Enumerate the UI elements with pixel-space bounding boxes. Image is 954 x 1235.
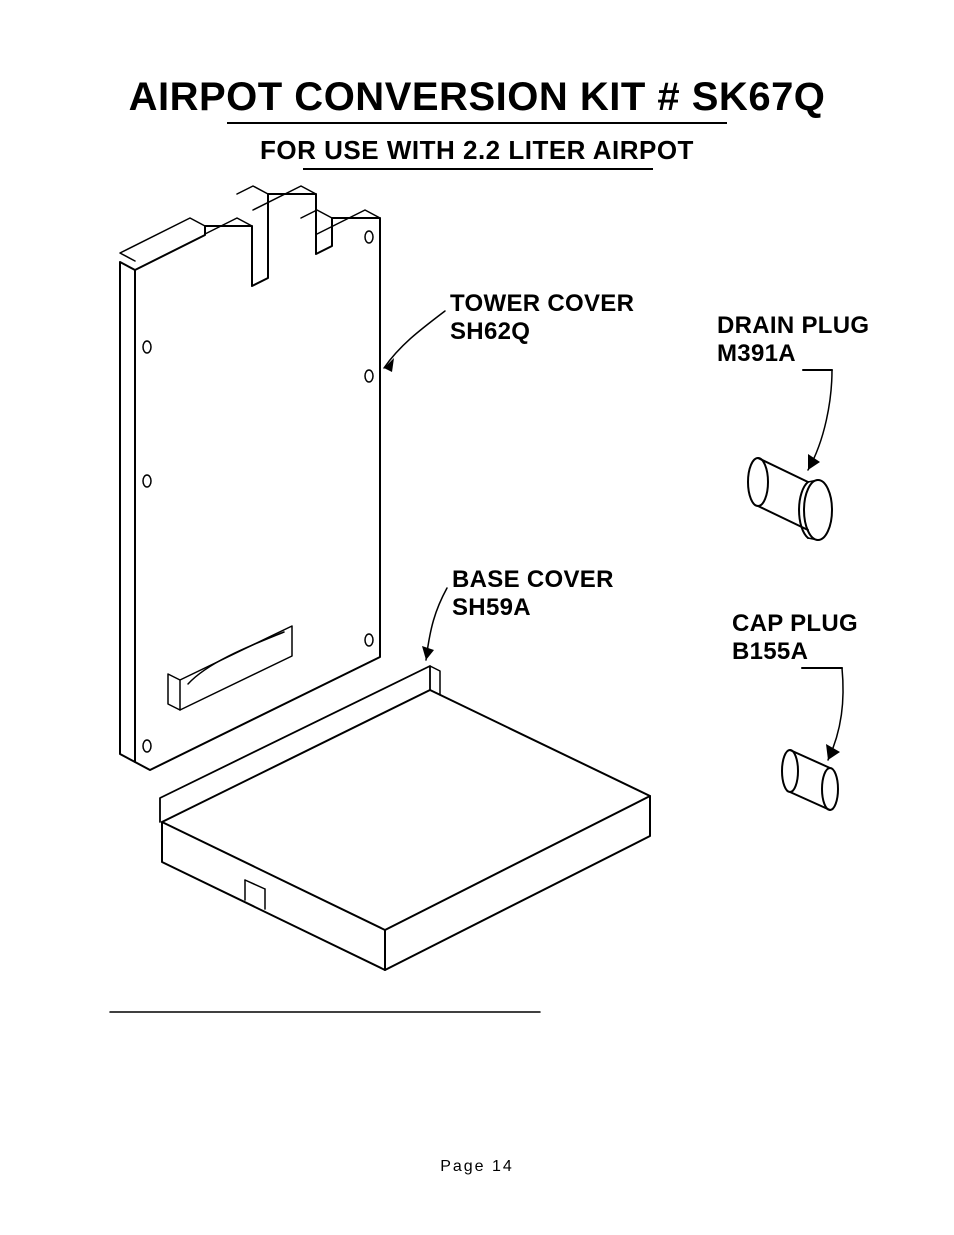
tower-cover-drawing — [120, 186, 380, 770]
drain-plug-leader — [803, 370, 832, 470]
drain-plug-drawing — [748, 458, 832, 540]
base-cover-leader — [422, 588, 447, 660]
page: AIRPOT CONVERSION KIT # SK67Q FOR USE WI… — [0, 0, 954, 1235]
diagram-svg — [0, 0, 954, 1235]
cap-plug-leader — [802, 668, 843, 760]
tower-cover-leader — [384, 311, 445, 372]
cap-plug-drawing — [782, 750, 838, 810]
base-cover-drawing — [160, 666, 650, 970]
